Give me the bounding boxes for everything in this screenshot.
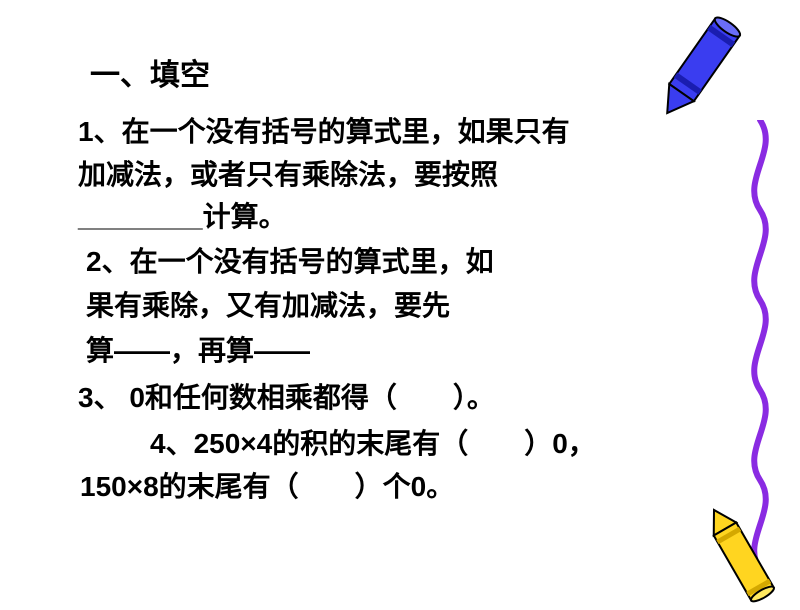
q1-line1: 1、在一个没有括号的算式里，如果只有	[78, 112, 730, 153]
q2-line2: 果有乘除，又有加减法，要先	[86, 286, 730, 327]
q2-line3: 算——，再算——	[86, 331, 730, 372]
q1-line2: 加减法，或者只有乘除法，要按照	[78, 155, 730, 196]
crayon-yellow-icon	[695, 500, 785, 610]
q2-line1: 2、在一个没有括号的算式里，如	[86, 242, 730, 283]
q4-line1: 4、250×4的积的末尾有（ ）0，	[150, 424, 730, 465]
q4-line2: 150×8的末尾有（ ）个0。	[80, 467, 730, 508]
q1-line3: ________计算。	[78, 197, 730, 238]
q3-line: 3、 0和任何数相乘都得（ ）。	[78, 378, 730, 419]
section-heading: 一、填空	[90, 50, 730, 94]
